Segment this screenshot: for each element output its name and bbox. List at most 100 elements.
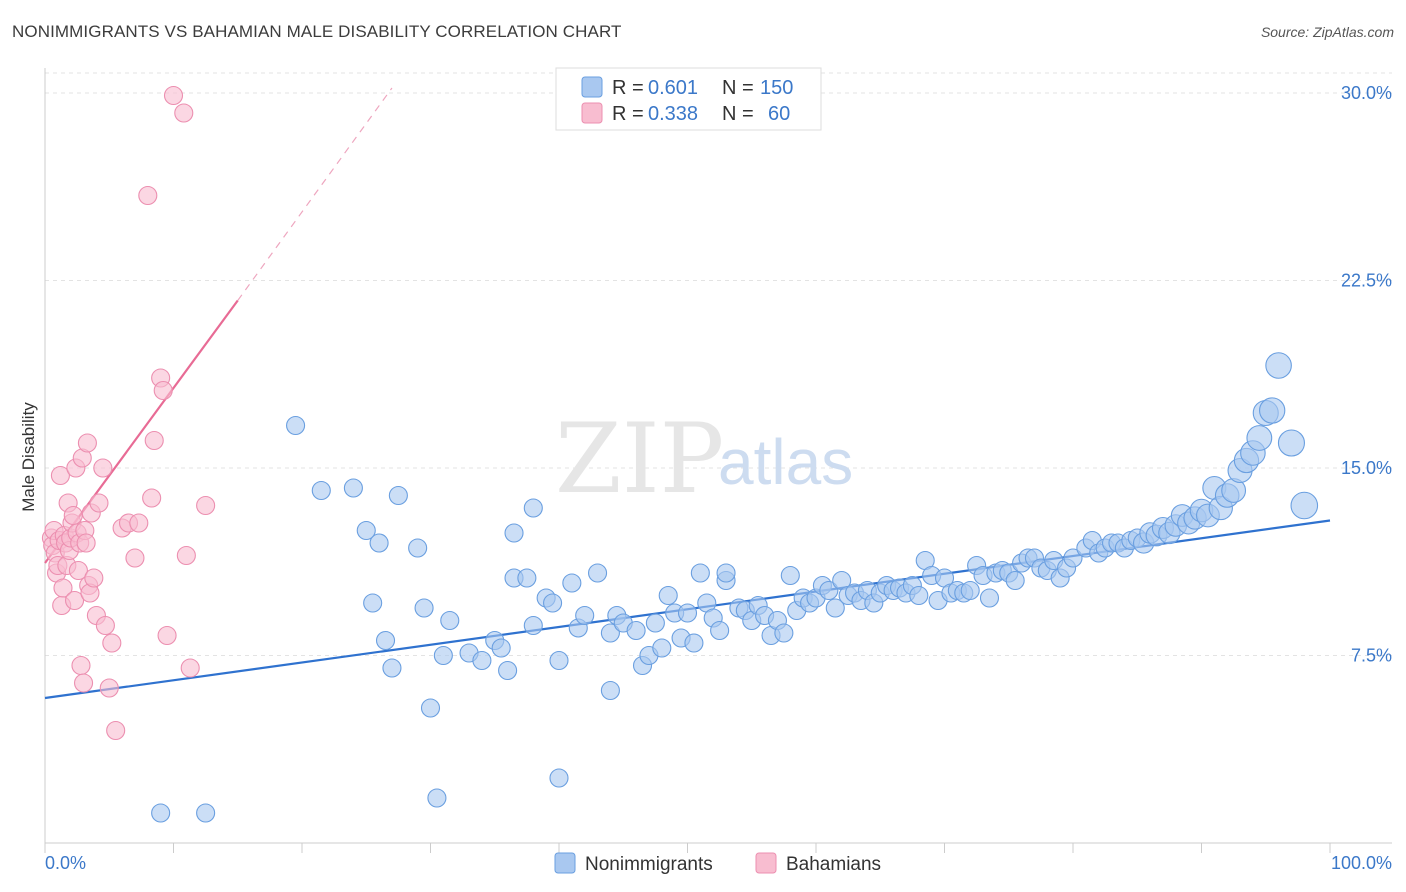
point-nonimmigrants: [504, 523, 524, 543]
point-nonimmigrants: [440, 610, 460, 631]
point-bahamians: [153, 380, 173, 401]
point-nonimmigrants: [658, 585, 678, 606]
point-nonimmigrants: [1246, 425, 1273, 451]
point-nonimmigrants: [356, 520, 376, 541]
point-nonimmigrants: [780, 565, 800, 586]
point-nonimmigrants: [408, 538, 428, 558]
point-nonimmigrants: [517, 568, 537, 588]
point-nonimmigrants: [369, 533, 389, 553]
point-nonimmigrants: [151, 803, 171, 823]
point-bahamians: [180, 658, 200, 678]
point-nonimmigrants: [600, 623, 620, 643]
point-bahamians: [84, 568, 104, 588]
point-bahamians: [50, 465, 70, 486]
point-nonimmigrants: [716, 563, 736, 583]
axes: [44, 68, 1392, 853]
watermark: ZIP atlas: [555, 403, 853, 515]
point-nonimmigrants: [420, 698, 441, 718]
point-nonimmigrants: [825, 598, 845, 618]
point-nonimmigrants: [414, 598, 434, 618]
point-bahamians: [77, 433, 97, 453]
point-bahamians: [163, 85, 184, 106]
point-bahamians: [196, 495, 216, 516]
data-points: [41, 85, 1319, 823]
point-nonimmigrants: [1290, 491, 1319, 520]
bottom-legend-label-nonimmigrants: Nonimmigrants: [585, 854, 713, 875]
x-tick-label: 0.0%: [45, 853, 86, 873]
point-nonimmigrants: [1259, 397, 1286, 424]
point-bahamians: [71, 655, 91, 676]
point-bahamians: [138, 185, 158, 206]
point-bahamians: [74, 673, 94, 693]
point-nonimmigrants: [388, 485, 408, 506]
point-nonimmigrants: [587, 563, 608, 583]
point-nonimmigrants: [472, 650, 492, 671]
point-bahamians: [106, 720, 126, 741]
point-nonimmigrants: [311, 480, 331, 501]
point-nonimmigrants: [343, 478, 363, 498]
x-tick-label: 100.0%: [1331, 853, 1392, 873]
point-bahamians: [157, 625, 177, 646]
trend-line-bahamians-extension: [237, 87, 393, 301]
chart-title: NONIMMIGRANTS VS BAHAMIAN MALE DISABILIT…: [12, 22, 622, 41]
point-nonimmigrants: [684, 633, 704, 653]
point-nonimmigrants: [960, 580, 980, 601]
point-bahamians: [176, 545, 196, 566]
point-bahamians: [142, 488, 162, 508]
legend-r-value-2: 0.338: [648, 103, 698, 125]
y-tick-label: 22.5%: [1341, 271, 1392, 291]
legend-swatch-nonimmigrants: [581, 76, 603, 98]
point-nonimmigrants: [652, 638, 672, 658]
point-nonimmigrants: [196, 803, 216, 823]
point-bahamians: [129, 513, 149, 533]
point-nonimmigrants: [427, 788, 447, 808]
legend-n-value-2: 60: [768, 103, 790, 125]
legend-n-value-1: 150: [760, 77, 793, 99]
point-nonimmigrants: [549, 768, 569, 788]
legend: R = 0.601 N = 150 R = 0.338 N = 60: [555, 67, 822, 131]
legend-r-value-1: 0.601: [648, 77, 698, 99]
point-nonimmigrants: [549, 650, 569, 671]
point-nonimmigrants: [543, 593, 563, 613]
point-nonimmigrants: [562, 573, 582, 593]
point-nonimmigrants: [1277, 429, 1305, 457]
y-tick-label: 15.0%: [1341, 458, 1392, 478]
point-bahamians: [93, 458, 113, 478]
point-nonimmigrants: [690, 563, 710, 583]
point-nonimmigrants: [498, 660, 518, 681]
point-nonimmigrants: [382, 658, 402, 678]
watermark-zip: ZIP: [555, 403, 724, 515]
legend-n-label-1: N =: [722, 77, 754, 99]
point-bahamians: [99, 678, 119, 698]
legend-r-label-1: R =: [612, 77, 644, 99]
point-nonimmigrants: [575, 605, 595, 626]
source-label: Source: ZipAtlas.com: [1260, 24, 1394, 40]
point-bahamians: [102, 633, 122, 653]
point-bahamians: [95, 615, 115, 636]
legend-swatch-bahamians: [581, 102, 603, 124]
point-nonimmigrants: [626, 620, 646, 641]
bottom-legend-label-bahamians: Bahamians: [786, 854, 881, 875]
point-nonimmigrants: [286, 415, 306, 436]
point-bahamians: [144, 430, 164, 451]
point-nonimmigrants: [523, 615, 543, 636]
point-bahamians: [63, 505, 83, 526]
bottom-legend-swatch-bahamians: [755, 852, 777, 874]
point-nonimmigrants: [710, 620, 730, 641]
point-nonimmigrants: [491, 638, 511, 658]
point-nonimmigrants: [645, 613, 665, 633]
point-bahamians: [53, 578, 73, 598]
y-tick-label: 30.0%: [1341, 83, 1392, 103]
point-bahamians: [125, 548, 145, 568]
bottom-legend: Nonimmigrants Bahamians: [554, 852, 881, 875]
x-tick-labels: 0.0% 100.0%: [45, 853, 1392, 873]
point-nonimmigrants: [774, 623, 794, 643]
point-nonimmigrants: [1005, 570, 1025, 591]
point-nonimmigrants: [375, 630, 396, 651]
watermark-atlas: atlas: [718, 426, 853, 498]
point-nonimmigrants: [600, 680, 620, 701]
point-nonimmigrants: [363, 593, 383, 613]
point-bahamians: [68, 560, 88, 581]
y-axis-title: Male Disability: [19, 402, 38, 512]
